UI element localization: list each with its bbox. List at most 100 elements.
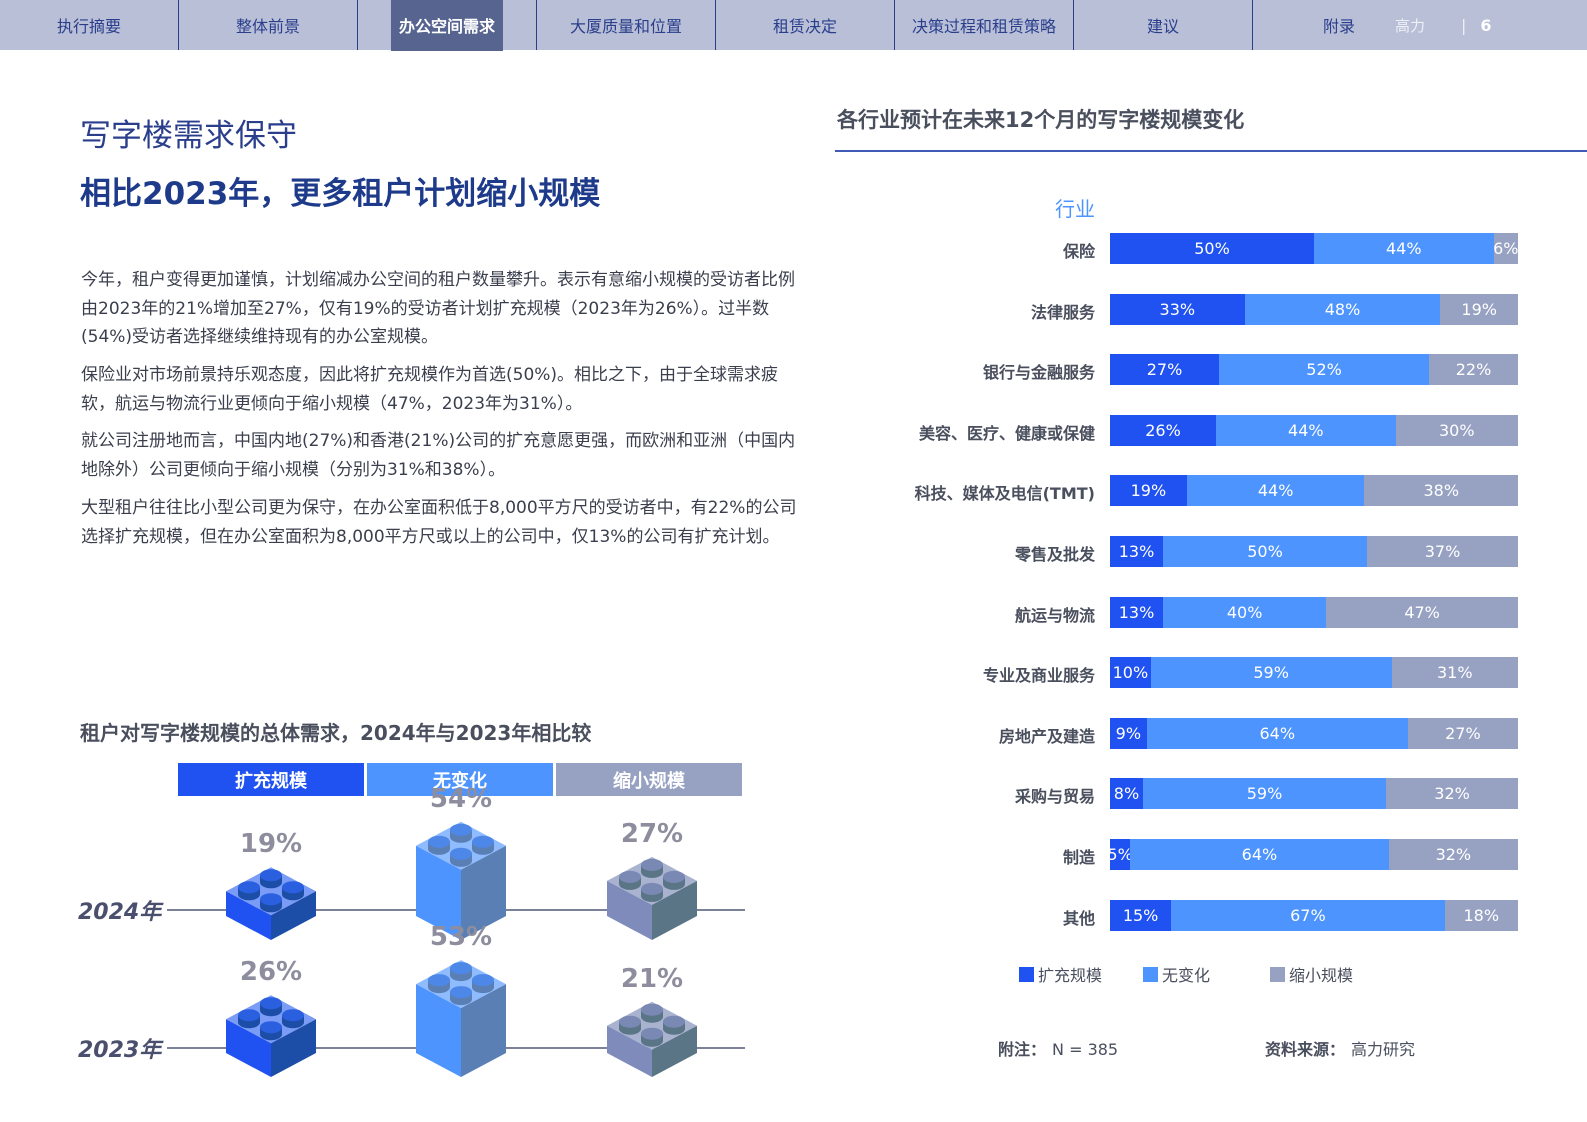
block-stud — [260, 869, 282, 882]
bar-segment: 13% — [1110, 536, 1164, 567]
block-face — [271, 891, 316, 940]
bar-segment: 9% — [1110, 717, 1147, 749]
block-face — [461, 984, 506, 1077]
block-stud — [238, 881, 260, 894]
row-label: 法律服务 — [1030, 302, 1095, 322]
block-stud — [260, 893, 282, 906]
source-value: 高力研究 — [1351, 1040, 1416, 1059]
block-stud — [663, 870, 685, 883]
note-label: 附注： — [998, 1040, 1047, 1059]
bar-segment: 47% — [1326, 596, 1518, 628]
legend-label: 无变化 — [1162, 966, 1211, 985]
block-stud — [641, 858, 663, 871]
bar-segment: 44% — [1314, 233, 1494, 264]
paragraph-1: 今年，租户变得更加谨慎，计划缩减办公空间的租户数量攀升。表示有意缩小规模的受访者… — [81, 270, 795, 347]
block-stud — [450, 962, 472, 975]
nav-tab-label: 决策过程和租赁策略 — [911, 17, 1056, 36]
bar-segment: 8% — [1110, 778, 1143, 810]
footnote: 附注： N = 385 — [998, 1036, 1118, 1060]
legend-swatch — [1143, 966, 1158, 982]
page-subtitle: 相比2023年，更多租户计划缩小规模 — [80, 176, 601, 212]
nav-tab-label: 整体前景 — [235, 17, 300, 36]
page-number: 6 — [1480, 15, 1492, 35]
bar-segment: 19% — [1110, 475, 1187, 507]
separator: | — [1461, 15, 1467, 35]
bar-segment: 52% — [1219, 354, 1430, 386]
block-stud — [450, 823, 472, 836]
header-expand: 扩充规模 — [178, 763, 364, 796]
bar-segment: 37% — [1367, 536, 1518, 567]
row-label: 专业及商业服务 — [982, 666, 1095, 686]
stacked-bar: 26% 44% 30% — [1110, 414, 1518, 446]
block-stud — [428, 974, 450, 987]
nav-tab-label: 附录 — [1323, 17, 1356, 36]
block-stud — [619, 1015, 641, 1028]
block-stud — [450, 847, 472, 860]
year-label-2023: 2023年 — [78, 1032, 168, 1064]
nav-tab-label: 租赁决定 — [772, 17, 837, 36]
legend-expand: 扩充规模 — [1019, 962, 1102, 986]
bar-segment: 5% — [1110, 839, 1131, 870]
bar-segment: 59% — [1142, 778, 1387, 810]
row-label: 采购与贸易 — [1014, 787, 1095, 807]
stacked-bar: 50% 44% 6% — [1110, 233, 1518, 264]
block-stud — [282, 881, 304, 894]
row-label: 保险 — [1062, 242, 1095, 261]
block-face — [652, 1025, 697, 1077]
axis-label: 行业 — [1055, 197, 1095, 221]
block-stud — [238, 1009, 260, 1022]
block-stud — [260, 1021, 282, 1034]
pictogram-value: 26% — [239, 957, 303, 988]
stacked-bar: 10% 59% 31% — [1110, 657, 1518, 689]
row-label: 房地产及建造 — [998, 726, 1095, 746]
pictogram-title: 租户对写字楼规模的总体需求，2024年与2023年相比较 — [80, 721, 592, 745]
note-value: N = 385 — [1052, 1040, 1119, 1059]
nav-tab[interactable]: 办公空间需求 — [358, 0, 537, 51]
stacked-bar: 15% 67% 18% — [1110, 899, 1518, 931]
bar-segment: 40% — [1163, 596, 1327, 628]
nav-tab[interactable]: 租赁决定 — [716, 0, 895, 50]
block-face — [226, 891, 271, 940]
nav-tab[interactable]: 执行摘要 — [0, 0, 179, 50]
block-stud — [472, 974, 494, 987]
block-face — [652, 880, 697, 940]
bar-segment: 10% — [1110, 657, 1151, 689]
lego-blocks — [226, 821, 697, 1077]
row-label: 科技、媒体及电信(TMT) — [914, 484, 1095, 504]
bar-segment: 67% — [1171, 899, 1445, 931]
legend-shrink: 缩小规模 — [1270, 962, 1353, 986]
block-face — [607, 880, 652, 940]
pictogram-value: 54% — [429, 783, 493, 814]
top-navigation: 执行摘要 整体前景 办公空间需求 大厦质量和位置 租赁决定 决策过程和租赁策略 建议 附录 高力… — [0, 0, 1587, 51]
block-face — [607, 1025, 652, 1077]
stacked-bar: 19% 44% 38% — [1110, 475, 1518, 507]
stacked-bar: 5%64%32% — [1110, 839, 1518, 870]
row-label: 美容、医疗、健康或保健 — [918, 423, 1095, 443]
nav-tab[interactable]: 附录 高力 | 6 — [1253, 0, 1492, 50]
page-title: 写字楼需求保守 — [80, 118, 297, 154]
nav-tab[interactable]: 大厦质量和位置 — [537, 0, 716, 50]
title-rule — [835, 150, 1587, 152]
block-face — [226, 1019, 271, 1077]
bar-segment: 44% — [1186, 475, 1365, 507]
bar-segment: 22% — [1429, 354, 1518, 386]
nav-tab-label: 执行摘要 — [56, 17, 121, 36]
nav-tab[interactable]: 整体前景 — [179, 0, 358, 50]
stacked-bar: 27% 52% 22% — [1110, 354, 1518, 386]
bar-segment: 50% — [1163, 536, 1368, 567]
pictogram-value: 19% — [239, 829, 303, 860]
block-stud — [641, 882, 663, 895]
paragraph-2: 保险业对市场前景持乐观态度，因此将扩充规模作为首选(50%)。相比之下，由于全球… — [81, 365, 779, 414]
nav-tab[interactable]: 建议 — [1074, 0, 1253, 50]
legend-label: 扩充规模 — [1038, 966, 1103, 985]
bar-segment: 33% — [1110, 293, 1245, 325]
legend-label: 缩小规模 — [1289, 966, 1354, 985]
stacked-bar: 9% 64% 27% — [1110, 717, 1518, 749]
bar-segment: 64% — [1146, 717, 1408, 749]
source: 资料来源： 高力研究 — [1265, 1036, 1415, 1060]
nav-tab[interactable]: 决策过程和租赁策略 — [895, 0, 1074, 50]
bar-segment: 19% — [1440, 293, 1518, 325]
legend-swatch — [1270, 966, 1285, 982]
paragraph-4: 大型租户往往比小型公司更为保守，在办公室面积低于8,000平方尺的受访者中，有2… — [81, 498, 797, 547]
block-face — [271, 1019, 316, 1077]
